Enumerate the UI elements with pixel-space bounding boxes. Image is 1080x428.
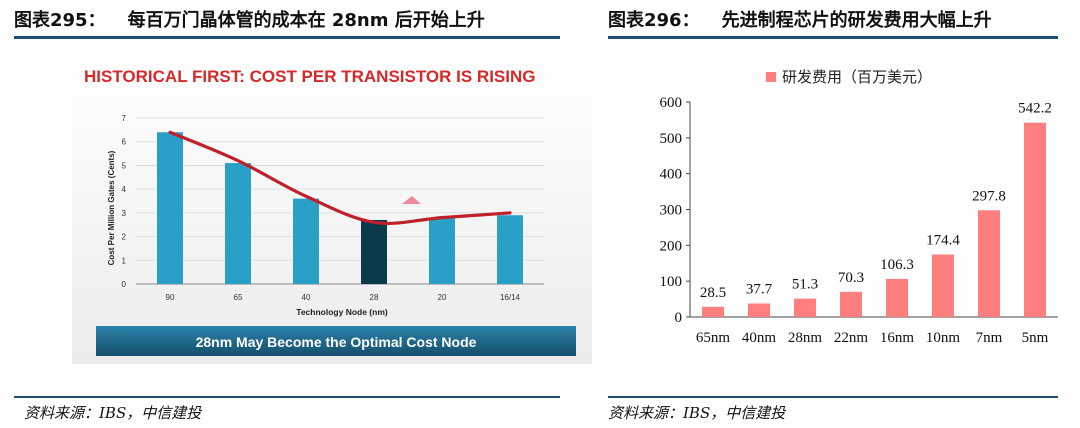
left-x-tick-label: 16/14 — [500, 293, 521, 302]
right-y-tick-label: 500 — [660, 131, 683, 147]
right-y-tick-label: 100 — [660, 274, 683, 290]
optimal-node-banner-text: 28nm May Become the Optimal Cost Node — [196, 334, 477, 350]
right-data-label: 174.4 — [926, 233, 960, 249]
right-data-label: 28.5 — [700, 285, 726, 301]
left-figure-header: 图表295： 每百万门晶体管的成本在 28nm 后开始上升 — [14, 6, 485, 32]
left-y-tick-label: 6 — [122, 138, 127, 147]
right-header-rule — [608, 36, 1058, 39]
left-x-tick-label: 90 — [166, 293, 175, 302]
left-figure-title: 每百万门晶体管的成本在 28nm 后开始上升 — [127, 10, 485, 31]
left-bar — [157, 132, 183, 284]
right-y-tick-label: 0 — [675, 310, 683, 326]
right-y-tick-label: 600 — [660, 95, 683, 111]
trend-line — [168, 130, 512, 225]
left-footer-rule — [14, 396, 560, 398]
left-y-tick-label: 7 — [122, 114, 127, 123]
left-bar — [429, 217, 455, 284]
right-bar — [1024, 122, 1046, 317]
right-bar — [748, 303, 770, 317]
right-data-label: 297.8 — [972, 188, 1006, 204]
right-y-tick-label: 300 — [660, 203, 683, 219]
right-bar — [978, 210, 1000, 317]
left-bar — [361, 219, 387, 284]
rise-marker-icon — [402, 196, 421, 204]
left-chart-x-axis-label: Technology Node (nm) — [296, 307, 388, 317]
right-footer-rule — [608, 396, 1058, 398]
right-x-tick-label: 22nm — [834, 330, 869, 346]
left-source-note: 资料来源：IBS，中信建投 — [24, 404, 202, 422]
right-data-label: 542.2 — [1018, 101, 1052, 117]
right-data-label: 106.3 — [880, 257, 914, 273]
left-figure-number: 图表295： — [14, 10, 106, 31]
right-x-tick-label: 65nm — [696, 330, 731, 346]
right-bar — [932, 254, 954, 317]
right-x-tick-label: 28nm — [788, 330, 823, 346]
right-x-tick-label: 7nm — [976, 330, 1003, 346]
left-x-tick-label: 65 — [234, 293, 243, 302]
left-y-tick-label: 2 — [122, 233, 127, 242]
right-bar — [886, 278, 908, 317]
right-bar — [840, 291, 862, 317]
left-chart-title: HISTORICAL FIRST: COST PER TRANSISTOR IS… — [84, 67, 536, 86]
rd-cost-chart: 研发费用（百万美元） 0 100 200 300 400 500 600 28.5 37.7 5… — [660, 69, 1058, 346]
left-chart-y-axis-label: Cost Per Million Gates (Cents) — [107, 150, 116, 265]
right-x-tick-label: 16nm — [880, 330, 915, 346]
right-data-label: 37.7 — [746, 281, 773, 297]
right-data-label: 70.3 — [838, 270, 864, 286]
right-source-note: 资料来源：IBS，中信建投 — [608, 404, 786, 422]
left-y-tick-label: 3 — [122, 209, 127, 218]
right-bar — [702, 306, 724, 317]
right-figure-title: 先进制程芯片的研发费用大幅上升 — [721, 10, 992, 31]
right-data-label: 51.3 — [792, 277, 818, 293]
right-y-tick-label: 200 — [660, 238, 683, 254]
left-bar — [497, 215, 523, 284]
left-x-tick-label: 28 — [370, 293, 379, 302]
cost-per-transistor-chart: HISTORICAL FIRST: COST PER TRANSISTOR IS… — [72, 56, 592, 364]
left-y-tick-label: 5 — [122, 161, 127, 170]
left-y-tick-label: 4 — [122, 185, 127, 194]
legend-label: 研发费用（百万美元） — [782, 69, 932, 86]
optimal-node-banner — [96, 326, 576, 356]
left-bar — [225, 163, 251, 284]
right-x-tick-label: 40nm — [742, 330, 777, 346]
right-figure-number: 图表296： — [608, 10, 700, 31]
left-x-tick-label: 40 — [302, 293, 311, 302]
right-figure-header: 图表296： 先进制程芯片的研发费用大幅上升 — [608, 6, 992, 32]
right-x-tick-label: 5nm — [1022, 330, 1049, 346]
left-y-tick-label: 1 — [122, 256, 127, 265]
right-x-tick-label: 10nm — [926, 330, 961, 346]
legend-swatch — [766, 72, 776, 82]
left-y-tick-label: 0 — [122, 280, 127, 289]
left-bar — [293, 198, 319, 284]
right-bar — [794, 298, 816, 317]
left-header-rule — [14, 36, 560, 39]
right-y-tick-label: 400 — [660, 167, 683, 183]
left-x-tick-label: 20 — [438, 293, 447, 302]
